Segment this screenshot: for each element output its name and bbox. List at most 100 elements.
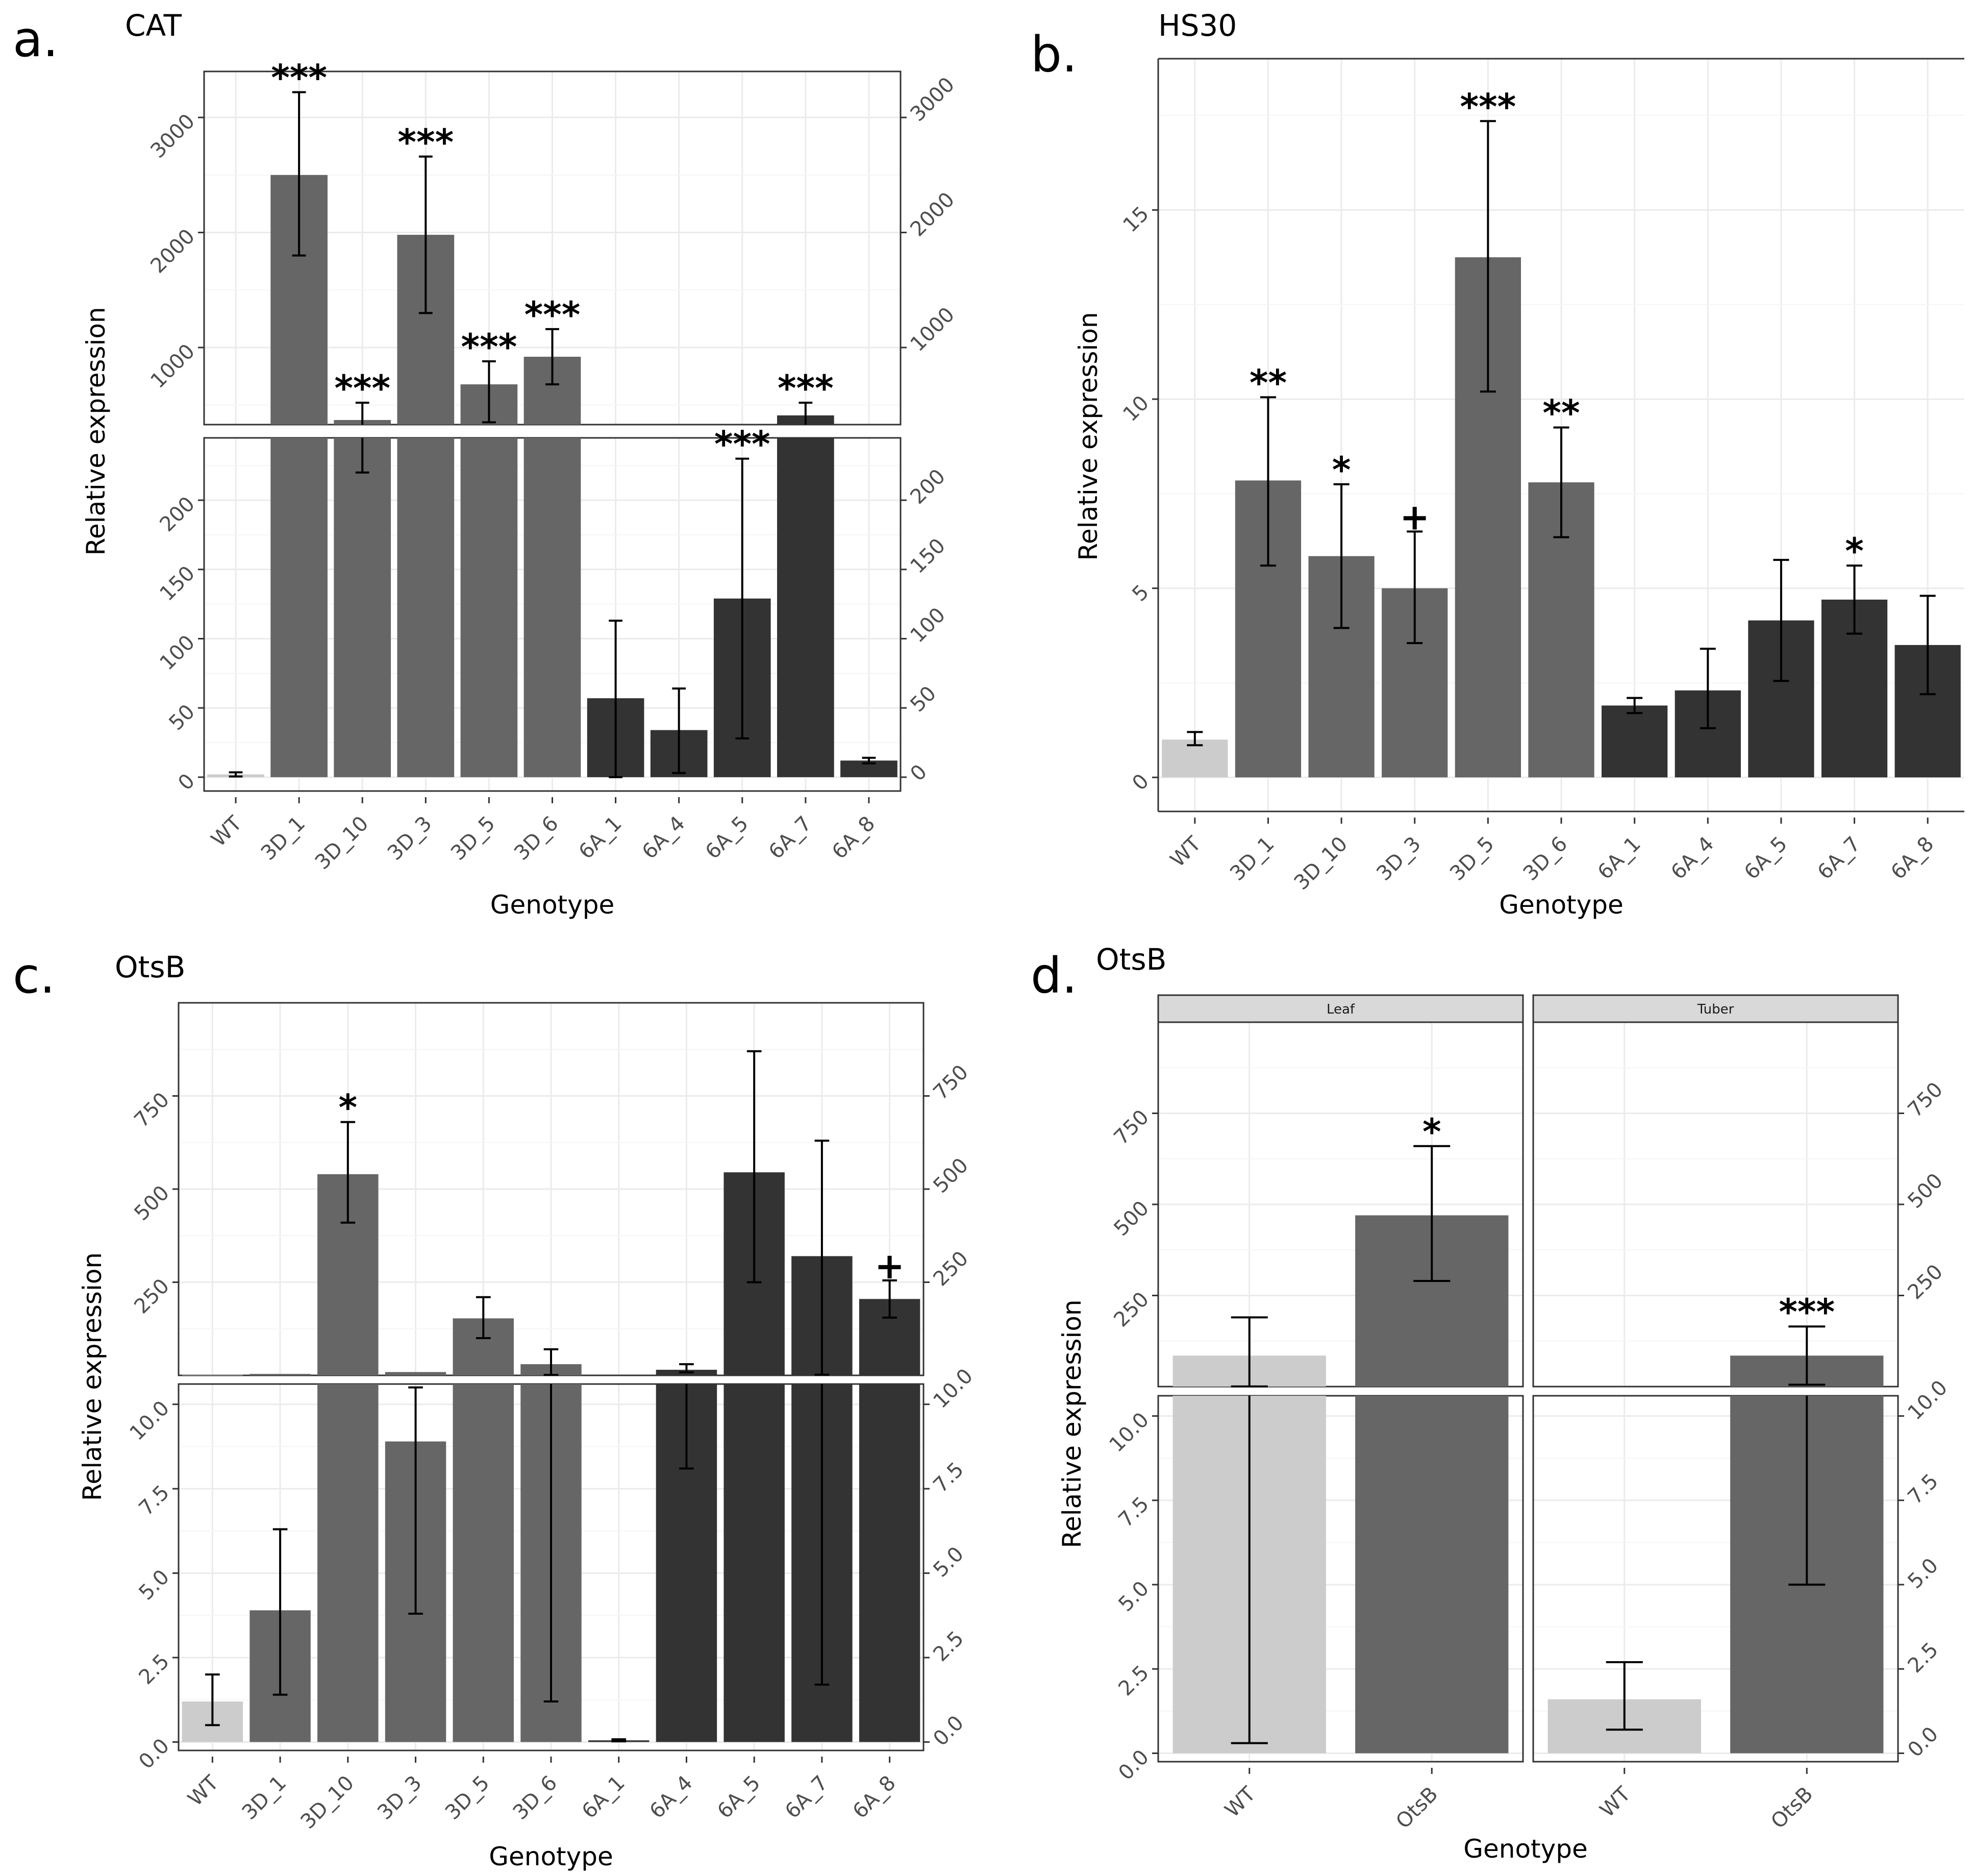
error-bar-WT bbox=[1231, 1316, 1268, 1388]
significance-labels: ********************* bbox=[271, 57, 834, 465]
left-tick-label: 10.0 bbox=[125, 1396, 174, 1445]
x-tick-label: 3D_5 bbox=[446, 812, 500, 865]
x-tick-label: 3D_5 bbox=[1445, 832, 1499, 885]
right-tick-label: 100 bbox=[906, 603, 950, 648]
error-bar-6A_7 bbox=[1846, 564, 1863, 635]
bar-6A_1 bbox=[1602, 705, 1668, 778]
significance-6A_7: *** bbox=[778, 367, 834, 409]
right-tick-label: 0 bbox=[906, 760, 932, 786]
error-bar-3D_6-lower bbox=[543, 1384, 559, 1703]
left-tick-label: 2.5 bbox=[134, 1649, 174, 1689]
error-bar-OtsB-lower bbox=[1788, 1396, 1826, 1586]
error-bar-3D_10 bbox=[355, 402, 369, 425]
error-bar-3D_6 bbox=[543, 1348, 559, 1376]
x-tick-label: WT bbox=[184, 1771, 223, 1811]
x-tick-label: 3D_1 bbox=[238, 1771, 291, 1824]
panel-title: OtsB bbox=[1096, 942, 1166, 977]
left-tick-label: 250 bbox=[1109, 1288, 1154, 1332]
x-tick-label: 3D_3 bbox=[1372, 832, 1425, 885]
error-bar-3D_10 bbox=[340, 1121, 356, 1224]
left-tick-label: 1000 bbox=[146, 339, 199, 393]
error-bar-6A_1 bbox=[609, 620, 622, 778]
x-tick-label: 3D_10 bbox=[1290, 832, 1352, 895]
right-tick-label: 50 bbox=[906, 682, 941, 717]
left-tick-label: 7.5 bbox=[134, 1481, 174, 1521]
x-axis-title: Genotype bbox=[490, 890, 614, 920]
bar-6A_8-lower bbox=[859, 1384, 920, 1742]
right-tick-label: 0.0 bbox=[1903, 1722, 1943, 1762]
x-axis-title: Genotype bbox=[489, 1842, 613, 1871]
panel-letter: c. bbox=[13, 947, 55, 1004]
left-tick-label: 750 bbox=[1109, 1105, 1154, 1150]
right-tick-label: 10.0 bbox=[1903, 1376, 1952, 1425]
upper-plot-area: 250 500 750 250 500 750 bbox=[130, 1002, 973, 1376]
x-tick-label: 6A_7 bbox=[764, 812, 816, 864]
x-tick-label: 6A_8 bbox=[848, 1771, 901, 1823]
error-bar-6A_5 bbox=[735, 457, 750, 739]
right-tick-label: 150 bbox=[906, 534, 950, 578]
x-tick-label: 3D_5 bbox=[441, 1771, 494, 1824]
right-tick-label: 2000 bbox=[906, 188, 959, 241]
error-bars bbox=[1187, 120, 1936, 747]
left-tick-label: 2.5 bbox=[1114, 1661, 1154, 1701]
bar-6A_5-lower bbox=[723, 1384, 785, 1742]
x-tick-label: WT bbox=[1166, 832, 1206, 872]
x-axis-title: Genotype bbox=[1463, 1834, 1587, 1864]
left-tick-label: 0 bbox=[173, 769, 199, 795]
error-bar-OtsB bbox=[1413, 1145, 1451, 1282]
bar-3D_5-lower bbox=[453, 1384, 514, 1742]
x-axis-title: Genotype bbox=[1499, 890, 1623, 920]
error-bar-WT bbox=[205, 1673, 220, 1726]
x-tick-label: 6A_7 bbox=[1813, 832, 1865, 884]
x-tick-label: OtsB bbox=[1391, 1783, 1442, 1834]
significance-labels: *** bbox=[1779, 1291, 1835, 1333]
left-tick-label: 2000 bbox=[146, 225, 199, 278]
significance-labels: *+ bbox=[339, 1087, 905, 1287]
left-tick-label: 10 bbox=[1118, 391, 1154, 427]
error-bar-3D_3 bbox=[418, 155, 433, 314]
right-tick-label: 500 bbox=[1903, 1169, 1948, 1213]
x-tick-label: 6A_4 bbox=[1666, 832, 1718, 884]
error-bar-3D_1 bbox=[1260, 396, 1276, 567]
right-tick-label: 750 bbox=[929, 1060, 973, 1105]
facet-strip bbox=[1532, 994, 1899, 1023]
x-tick-label: 6A_4 bbox=[645, 1771, 697, 1823]
significance-6A_8: + bbox=[875, 1245, 905, 1287]
y-axis-title: Relative expression bbox=[1057, 1299, 1087, 1548]
right-tick-label: 7.5 bbox=[929, 1458, 968, 1498]
left-tick-label: 5.0 bbox=[1114, 1577, 1154, 1617]
error-bar-WT bbox=[229, 771, 243, 778]
error-bar-3D_6 bbox=[1553, 426, 1569, 538]
panel-title: HS30 bbox=[1158, 8, 1237, 43]
y-axis-title: Relative expression bbox=[78, 1252, 107, 1501]
bar-Leaf-OtsB-lower bbox=[1355, 1396, 1509, 1754]
significance-6A_7: * bbox=[1845, 530, 1864, 572]
error-bar-6A_7-lower bbox=[814, 1384, 830, 1686]
x-tick-label: 6A_8 bbox=[828, 812, 880, 864]
error-bar-6A_8 bbox=[862, 756, 876, 764]
right-tick-label: 750 bbox=[1903, 1078, 1948, 1122]
bars bbox=[207, 175, 897, 777]
left-tick-label: 150 bbox=[155, 561, 199, 606]
bar-3D_3-lower bbox=[397, 438, 455, 777]
x-tick-label: 6A_8 bbox=[1886, 832, 1938, 884]
right-tick-label: 3000 bbox=[906, 73, 959, 127]
x-tick-label: WT bbox=[1595, 1782, 1635, 1822]
significance-3D_1: *** bbox=[271, 57, 327, 99]
error-bar-3D_5 bbox=[1480, 120, 1496, 393]
x-tick-label: 3D_1 bbox=[257, 812, 310, 865]
left-tick-label: 0 bbox=[1128, 770, 1154, 796]
error-bar-WT bbox=[1187, 731, 1203, 747]
error-bar-6A_1 bbox=[1627, 697, 1643, 714]
right-tick-label: 2.5 bbox=[929, 1626, 968, 1666]
error-bar-6A_8 bbox=[1919, 595, 1936, 696]
error-bar-WT bbox=[1606, 1661, 1643, 1731]
x-tick-label: WT bbox=[1220, 1782, 1260, 1822]
x-tick-label: 3D_10 bbox=[296, 1771, 358, 1834]
right-tick-label: 200 bbox=[906, 465, 950, 509]
significance-labels: ***+****** bbox=[1250, 86, 1864, 572]
significance-labels: * bbox=[1422, 1111, 1441, 1153]
error-bar-3D_1 bbox=[292, 91, 306, 257]
x-tick-label: 3D_6 bbox=[509, 1771, 562, 1824]
